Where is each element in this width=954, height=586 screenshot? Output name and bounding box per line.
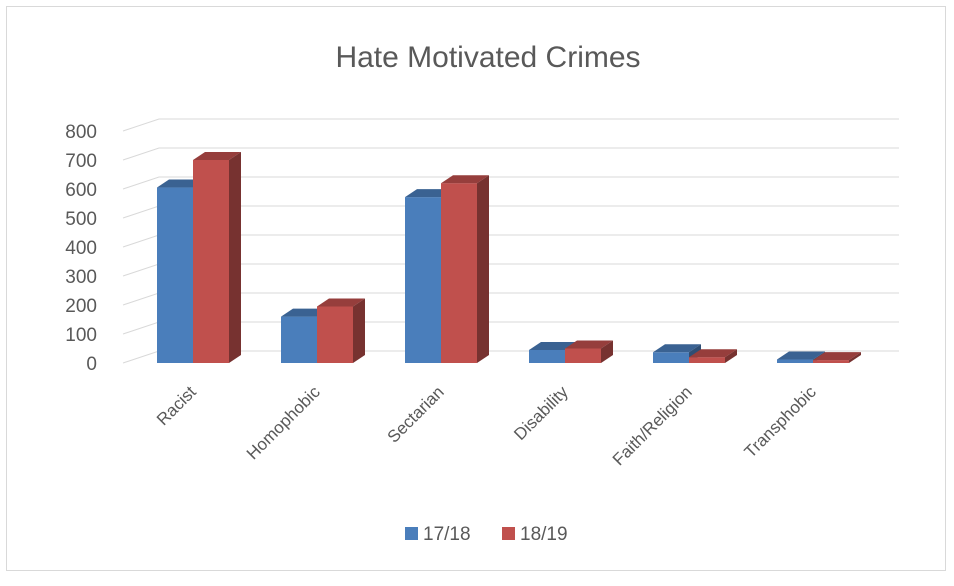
- y-tick-label: 800: [65, 122, 97, 143]
- gridline: [122, 176, 899, 190]
- bar-chart: Hate Motivated Crimes 0 100 200 300 400 500 60…: [65, 41, 899, 545]
- bar: [193, 152, 241, 363]
- category-label: Faith/Religion: [609, 382, 696, 469]
- category-label: Transphobic: [741, 382, 820, 461]
- legend: 17/18 18/19: [405, 524, 568, 545]
- legend-item: 17/18: [405, 524, 471, 545]
- y-tick-label: 100: [65, 325, 97, 346]
- category-label: Racist: [153, 382, 200, 429]
- legend-swatch: [502, 527, 515, 540]
- bars: [157, 152, 861, 363]
- legend-item: 18/19: [502, 524, 568, 545]
- gridline: [122, 118, 899, 132]
- legend-label: 18/19: [520, 524, 568, 545]
- y-tick-label: 500: [65, 209, 97, 230]
- chart-title: Hate Motivated Crimes: [335, 41, 640, 74]
- bar: [441, 175, 489, 363]
- category-label: Disability: [510, 382, 572, 444]
- y-tick-label: 400: [65, 238, 97, 259]
- y-tick-label: 300: [65, 267, 97, 288]
- y-tick-label: 600: [65, 180, 97, 201]
- chart-frame: Hate Motivated Crimes 0 100 200 300 400 500 60…: [6, 6, 946, 571]
- y-tick-label: 200: [65, 296, 97, 317]
- category-label: Homophobic: [243, 382, 324, 463]
- bar: [565, 340, 613, 363]
- bar: [813, 352, 861, 363]
- y-tick-label: 0: [86, 354, 97, 375]
- bar: [689, 349, 737, 363]
- x-axis-categories: Racist Homophobic Sectarian Disability Faith…: [153, 382, 820, 469]
- legend-label: 17/18: [423, 524, 471, 545]
- gridline: [122, 147, 899, 161]
- y-tick-label: 700: [65, 151, 97, 172]
- bar: [317, 298, 365, 363]
- category-label: Sectarian: [384, 382, 448, 446]
- legend-swatch: [405, 527, 418, 540]
- y-axis-ticks: 0 100 200 300 400 500 600 700 800: [65, 122, 97, 375]
